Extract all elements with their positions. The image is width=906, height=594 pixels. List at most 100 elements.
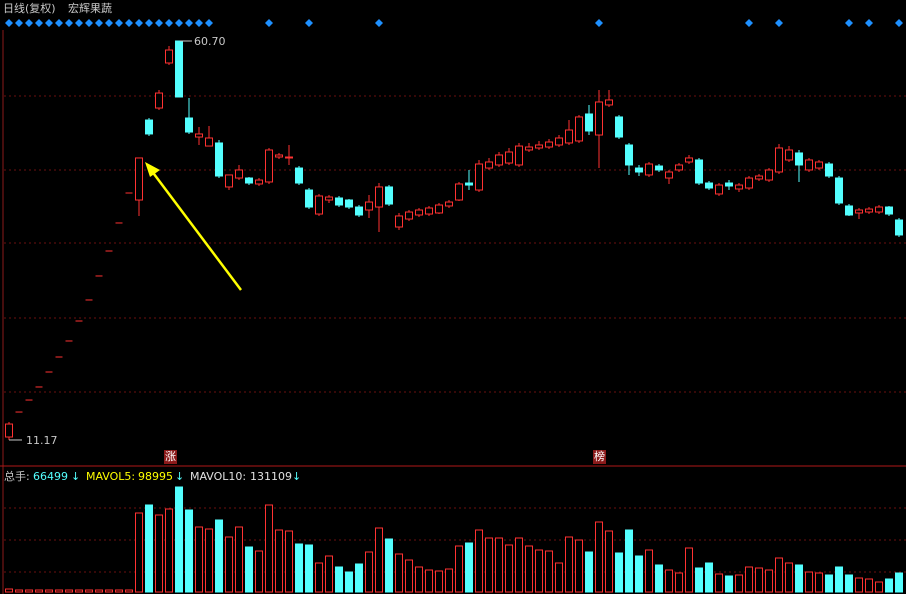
volume-bar — [465, 542, 473, 593]
volume-bar — [45, 589, 53, 593]
volume-bar — [415, 566, 423, 593]
candle-body — [665, 171, 673, 179]
volume-bar — [215, 519, 223, 593]
volume-bar — [665, 569, 673, 593]
candle-body — [325, 196, 333, 201]
arrow-head — [145, 162, 160, 177]
candle-body — [355, 206, 363, 216]
volume-bar — [835, 566, 843, 593]
candle-body — [135, 157, 143, 201]
candle-body — [875, 206, 883, 213]
volume-bar — [255, 550, 263, 593]
volume-bar — [135, 512, 143, 593]
arrow-shaft — [150, 169, 242, 291]
candle-body — [815, 161, 823, 169]
volume-bar — [125, 589, 133, 593]
candle-body — [895, 219, 903, 236]
candle-body — [615, 116, 623, 138]
volume-bar — [385, 538, 393, 593]
volume-bar — [325, 555, 333, 593]
trend-symbol: ↓ — [71, 470, 80, 483]
candle-body — [515, 145, 523, 166]
candle-body — [635, 167, 643, 173]
volume-bar — [875, 581, 883, 593]
volume-bar — [285, 530, 293, 593]
arrow-annotation — [145, 162, 242, 291]
volume-bar — [165, 508, 173, 593]
candle-body — [725, 182, 733, 187]
candle-body — [345, 199, 353, 208]
candle-body — [485, 161, 493, 169]
candle-body — [565, 129, 573, 144]
volume-bar — [35, 589, 43, 593]
candle-body — [405, 211, 413, 220]
candle-body — [545, 141, 553, 148]
volume-bar — [205, 528, 213, 593]
volume-bar — [295, 543, 303, 593]
candle-body — [465, 182, 473, 186]
candle-body — [705, 182, 713, 189]
volume-bar — [745, 566, 753, 593]
candle-body — [855, 209, 863, 214]
volume-bar — [455, 545, 463, 593]
volume-bar — [585, 551, 593, 593]
candle-body — [5, 423, 13, 438]
candle-body — [775, 147, 783, 173]
volume-bar — [195, 526, 203, 593]
candle-body — [455, 183, 463, 201]
volume-bar — [705, 562, 713, 593]
candle-body — [475, 163, 483, 191]
volume-bar — [475, 529, 483, 593]
volume-bar — [535, 549, 543, 593]
marker-label: 涨 — [165, 450, 176, 463]
candle-body — [385, 186, 393, 205]
volume-bar — [575, 539, 583, 593]
candle-body — [555, 137, 563, 146]
volume-bar — [675, 572, 683, 593]
volume-bar — [405, 559, 413, 593]
stock-name: 宏辉果蔬 — [68, 1, 112, 15]
volume-bar — [515, 537, 523, 593]
volume-bar — [5, 588, 13, 593]
volume-bar — [765, 569, 773, 593]
volume-bar — [565, 536, 573, 593]
candle-body — [755, 175, 763, 180]
candle-body — [695, 159, 703, 184]
volume-bar — [15, 589, 23, 593]
candle-body — [535, 144, 543, 149]
candle-body — [375, 186, 383, 208]
volume-bar — [225, 536, 233, 593]
candle-body — [645, 163, 653, 176]
candle-body — [155, 92, 163, 109]
volume-bar — [375, 527, 383, 593]
volume-bar — [595, 521, 603, 593]
volume-label: 总手: — [4, 469, 30, 483]
volume-bar — [895, 572, 903, 593]
volume-bar — [505, 544, 513, 593]
volume-bar — [345, 571, 353, 593]
volume-bar — [605, 530, 613, 593]
candle-body — [255, 179, 263, 185]
candle-body — [265, 149, 273, 183]
candle-body — [605, 99, 613, 106]
candle-body — [285, 156, 293, 159]
volume-bar — [495, 537, 503, 593]
volume-bar — [485, 537, 493, 593]
candle-body — [625, 144, 633, 166]
volume-bar — [75, 589, 83, 593]
volume-bar — [425, 569, 433, 593]
volume-bar — [695, 567, 703, 593]
candle-body — [395, 215, 403, 228]
volume-bar — [555, 562, 563, 593]
candle-body — [675, 164, 683, 171]
candle-body — [145, 119, 153, 135]
volume-bar — [275, 529, 283, 593]
volume-bar — [305, 544, 313, 593]
volume-bar — [185, 509, 193, 593]
volume-bar — [85, 589, 93, 593]
volume-bar — [445, 568, 453, 593]
mavol5-label: MAVOL5: — [86, 470, 135, 483]
candle-body — [795, 152, 803, 166]
